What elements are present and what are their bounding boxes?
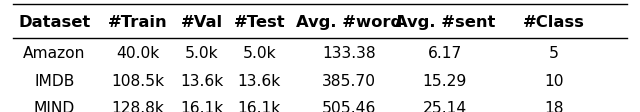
Text: 25.14: 25.14: [422, 101, 467, 112]
Text: 40.0k: 40.0k: [116, 46, 159, 61]
Text: 5.0k: 5.0k: [185, 46, 218, 61]
Text: 16.1k: 16.1k: [237, 101, 281, 112]
Text: Dataset: Dataset: [19, 15, 90, 30]
Text: 133.38: 133.38: [322, 46, 376, 61]
Text: 128.8k: 128.8k: [111, 101, 164, 112]
Text: IMDB: IMDB: [34, 74, 75, 89]
Text: 16.1k: 16.1k: [180, 101, 223, 112]
Text: 5: 5: [548, 46, 559, 61]
Text: 505.46: 505.46: [322, 101, 376, 112]
Text: 385.70: 385.70: [322, 74, 376, 89]
Text: Avg. #sent: Avg. #sent: [395, 15, 495, 30]
Text: 15.29: 15.29: [422, 74, 467, 89]
Text: #Val: #Val: [180, 15, 223, 30]
Text: #Class: #Class: [523, 15, 584, 30]
Text: Amazon: Amazon: [23, 46, 86, 61]
Text: #Train: #Train: [108, 15, 168, 30]
Text: 5.0k: 5.0k: [243, 46, 276, 61]
Text: 10: 10: [544, 74, 563, 89]
Text: 18: 18: [544, 101, 563, 112]
Text: Avg. #word: Avg. #word: [296, 15, 402, 30]
Text: 108.5k: 108.5k: [111, 74, 164, 89]
Text: 13.6k: 13.6k: [237, 74, 281, 89]
Text: 13.6k: 13.6k: [180, 74, 223, 89]
Text: 6.17: 6.17: [428, 46, 462, 61]
Text: MIND: MIND: [34, 101, 75, 112]
Text: #Test: #Test: [234, 15, 285, 30]
